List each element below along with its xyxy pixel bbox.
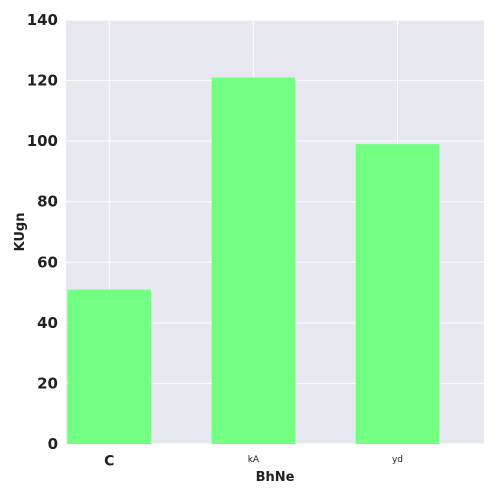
y-axis-label: KUgn [13,213,28,252]
y-tick-label: 20 [37,374,58,392]
bar-kA [212,78,296,444]
bar-C [67,290,151,444]
y-tick-label: 0 [48,435,58,453]
y-tick-label: 60 [37,253,58,271]
x-tick-label: C [104,454,114,470]
y-tick-label: 80 [37,193,58,211]
x-tick-label: yd [392,455,403,465]
y-tick-label: 120 [27,72,58,90]
x-axis-label: BhNe [256,470,295,485]
x-tick-label: kA [248,455,260,465]
y-tick-labels: 0 20 40 60 80 100 120 140 [27,11,58,453]
y-tick-label: 140 [27,11,58,29]
y-tick-label: 40 [37,314,58,332]
bar-yd [356,144,440,444]
y-tick-label: 100 [27,132,58,150]
